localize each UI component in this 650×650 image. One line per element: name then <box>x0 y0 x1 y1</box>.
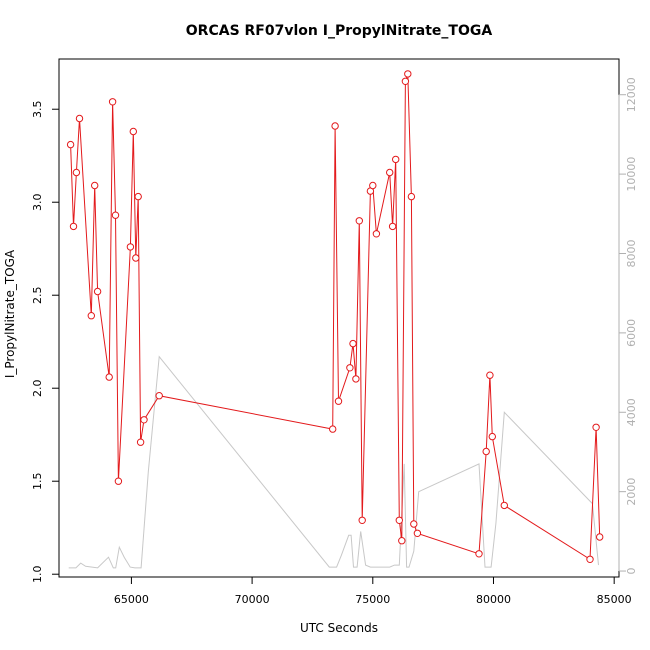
data-point <box>93 287 102 296</box>
data-point <box>586 555 594 563</box>
y2-tick-label: 6000 <box>625 319 638 347</box>
data-point <box>69 222 78 231</box>
y-tick-label: 1.5 <box>31 472 44 490</box>
y2-tick-label: 10000 <box>625 157 638 192</box>
data-point <box>126 243 135 251</box>
data-point <box>346 364 354 372</box>
data-point <box>108 98 117 106</box>
data-point <box>500 501 508 510</box>
x-tick-label: 70000 <box>235 593 270 606</box>
x-tick-label: 80000 <box>476 593 511 606</box>
data-point <box>395 516 403 524</box>
data-point <box>334 397 343 405</box>
series-layer <box>66 70 604 569</box>
y-tick-label: 2.5 <box>31 286 44 304</box>
data-point <box>140 416 148 424</box>
y2-tick-label: 0 <box>625 568 638 575</box>
data-point <box>352 375 360 383</box>
x-tick-label: 65000 <box>114 593 149 606</box>
data-point <box>105 373 113 381</box>
y-tick-label: 3.5 <box>31 100 44 118</box>
y-axis-title: I_PropylNitrate_TOGA <box>3 249 17 378</box>
data-point <box>155 392 163 400</box>
data-point <box>329 425 337 433</box>
data-point <box>72 168 81 177</box>
data-point <box>486 371 494 379</box>
data-point <box>413 529 422 537</box>
data-point <box>134 192 142 201</box>
data-point <box>87 312 96 320</box>
data-point <box>398 537 406 545</box>
data-point <box>392 155 400 164</box>
data-point <box>401 77 410 86</box>
data-point <box>404 70 412 78</box>
data-point <box>407 192 416 201</box>
data-point <box>482 447 490 456</box>
data-point <box>331 122 339 130</box>
data-point <box>596 533 604 541</box>
data-point <box>388 222 397 231</box>
chart-title: ORCAS RF07vlon I_PropylNitrate_TOGA <box>186 23 493 39</box>
data-point <box>386 168 394 177</box>
data-point <box>132 254 140 262</box>
data-point <box>488 432 496 441</box>
x-tick-label: 75000 <box>355 593 390 606</box>
data-point <box>355 217 363 225</box>
x-axis-title: UTC Seconds <box>300 621 378 635</box>
y-tick-label: 2.0 <box>31 379 44 397</box>
x-tick-label: 85000 <box>597 593 632 606</box>
data-point <box>75 114 84 123</box>
data-point <box>129 127 138 136</box>
y-tick-label: 1.0 <box>31 565 44 583</box>
data-point <box>114 477 123 485</box>
data-point <box>592 423 600 431</box>
data-point <box>358 516 366 524</box>
y2-tick-label: 8000 <box>625 239 638 267</box>
data-point <box>410 520 418 528</box>
data-point <box>136 438 145 446</box>
data-point <box>372 230 381 238</box>
y2-tick-label: 12000 <box>625 77 638 112</box>
data-point <box>111 211 120 219</box>
axes: 65000 70000 75000 80000 850001.01.52.02.53.0… <box>31 77 638 606</box>
y2-tick-label: 4000 <box>625 398 638 426</box>
y2-tick-label: 2000 <box>625 478 638 506</box>
data-point <box>349 339 357 348</box>
y-tick-label: 3.0 <box>31 193 44 211</box>
series-line-secondary <box>68 355 599 569</box>
data-point <box>475 550 483 558</box>
data-point <box>91 181 99 190</box>
data-point <box>369 181 377 190</box>
data-point <box>66 140 75 149</box>
